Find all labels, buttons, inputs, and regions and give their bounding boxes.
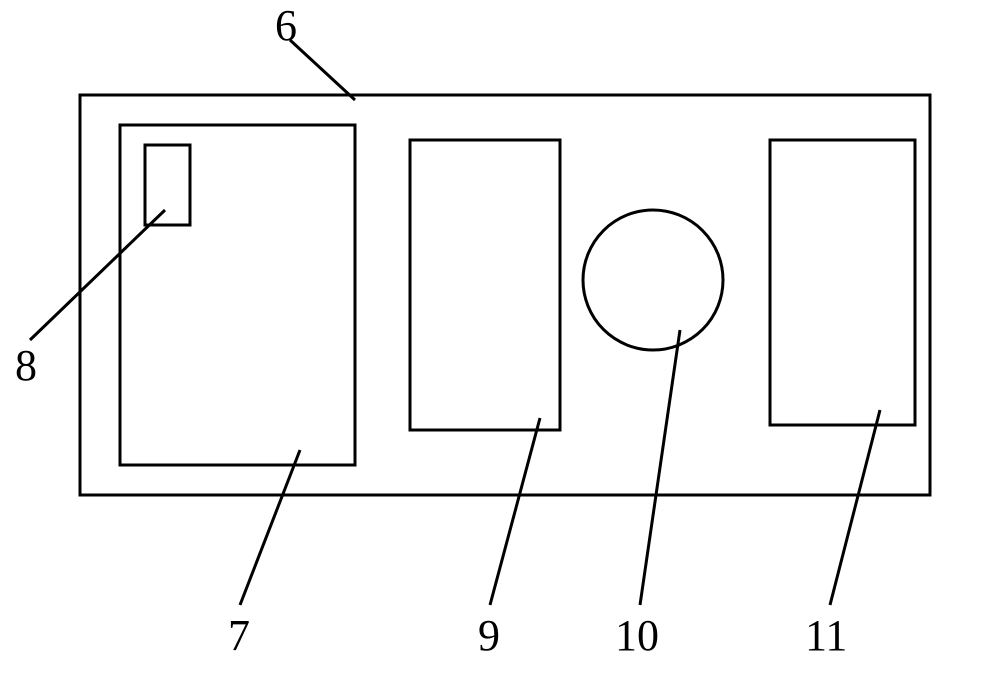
circle-10 — [583, 210, 723, 350]
label-11: 11 — [805, 611, 847, 660]
label-9: 9 — [478, 611, 500, 660]
leader-9 — [490, 418, 540, 605]
leader-6 — [290, 40, 355, 100]
leader-7 — [240, 450, 300, 605]
label-6: 6 — [275, 1, 297, 50]
leader-11 — [830, 410, 880, 605]
rect-9 — [410, 140, 560, 430]
label-7: 7 — [228, 611, 250, 660]
label-8: 8 — [15, 341, 37, 390]
rect-7 — [120, 125, 355, 465]
leader-10 — [640, 330, 680, 605]
rect-8 — [145, 145, 190, 225]
outer-frame — [80, 95, 930, 495]
diagram-canvas: 6 7 8 9 10 11 — [0, 0, 1000, 700]
leader-8 — [30, 210, 165, 340]
label-10: 10 — [615, 611, 659, 660]
rect-11 — [770, 140, 915, 425]
